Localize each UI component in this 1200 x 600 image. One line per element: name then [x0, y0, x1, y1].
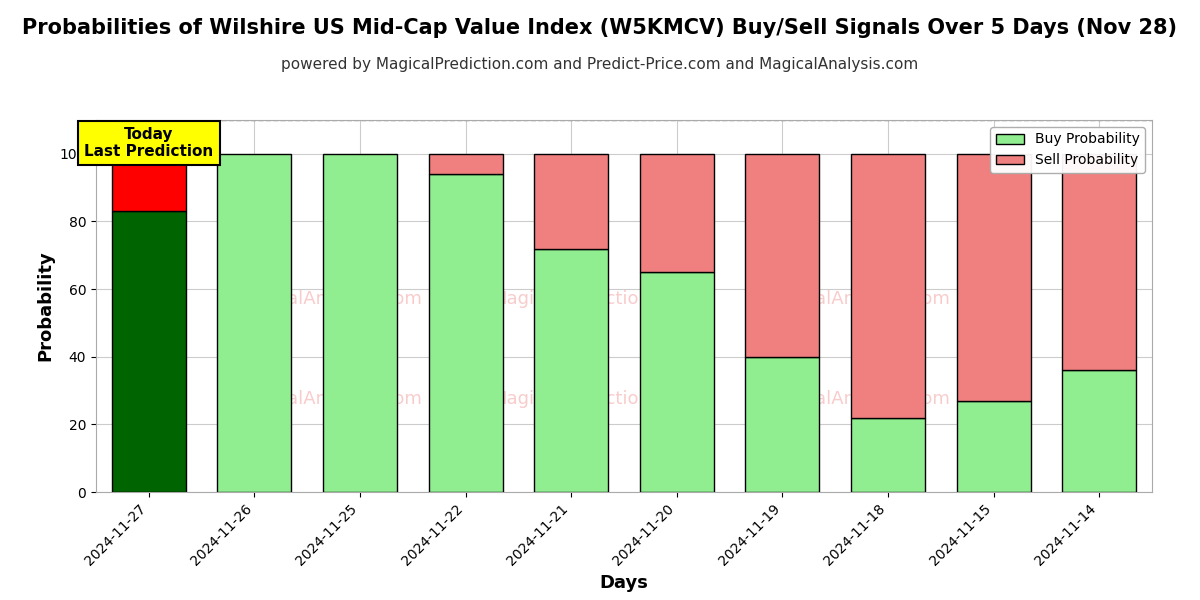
Bar [112, 211, 186, 492]
Text: Probabilities of Wilshire US Mid-Cap Value Index (W5KMCV) Buy/Sell Signals Over : Probabilities of Wilshire US Mid-Cap Val… [23, 18, 1177, 38]
Text: MagicalAnalysis.com: MagicalAnalysis.com [234, 390, 422, 408]
Bar [851, 154, 925, 418]
Bar [1062, 370, 1136, 492]
Bar [745, 357, 820, 492]
Text: MagicalPrediction.com: MagicalPrediction.com [491, 290, 694, 308]
Bar [534, 154, 608, 248]
Bar [217, 154, 292, 492]
Bar [323, 154, 397, 492]
Bar [640, 272, 714, 492]
Bar [640, 154, 714, 272]
Text: MagicalPrediction.com: MagicalPrediction.com [491, 390, 694, 408]
Bar [112, 154, 186, 211]
Text: Today
Last Prediction: Today Last Prediction [84, 127, 214, 159]
Text: MagicalAnalysis.com: MagicalAnalysis.com [762, 290, 950, 308]
Bar [956, 401, 1031, 492]
Bar [428, 174, 503, 492]
Bar [1062, 154, 1136, 370]
Bar [745, 154, 820, 357]
X-axis label: Days: Days [600, 574, 648, 592]
Text: powered by MagicalPrediction.com and Predict-Price.com and MagicalAnalysis.com: powered by MagicalPrediction.com and Pre… [281, 57, 919, 72]
Bar [956, 154, 1031, 401]
Legend: Buy Probability, Sell Probability: Buy Probability, Sell Probability [990, 127, 1145, 173]
Bar [534, 248, 608, 492]
Y-axis label: Probability: Probability [36, 251, 54, 361]
Text: MagicalAnalysis.com: MagicalAnalysis.com [234, 290, 422, 308]
Bar [428, 154, 503, 174]
Text: MagicalAnalysis.com: MagicalAnalysis.com [762, 390, 950, 408]
Bar [851, 418, 925, 492]
